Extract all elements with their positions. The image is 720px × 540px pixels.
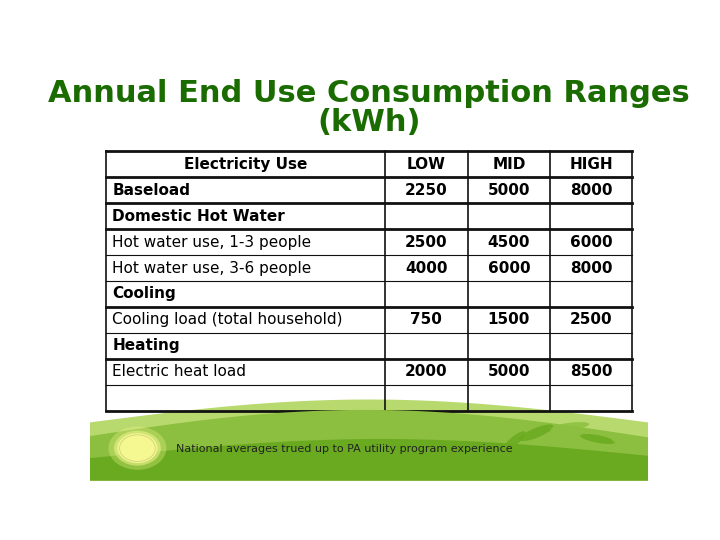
Text: Hot water use, 1-3 people: Hot water use, 1-3 people bbox=[112, 234, 312, 249]
Text: Electric heat load: Electric heat load bbox=[112, 364, 246, 379]
Text: Electricity Use: Electricity Use bbox=[184, 157, 307, 172]
Text: Hot water use, 3-6 people: Hot water use, 3-6 people bbox=[112, 260, 312, 275]
Text: 5000: 5000 bbox=[487, 183, 530, 198]
Text: MID: MID bbox=[492, 157, 526, 172]
Text: Baseload: Baseload bbox=[112, 183, 190, 198]
Text: 750: 750 bbox=[410, 313, 442, 327]
Circle shape bbox=[114, 431, 161, 465]
Text: 4000: 4000 bbox=[405, 260, 447, 275]
Text: Cooling: Cooling bbox=[112, 287, 176, 301]
Circle shape bbox=[120, 435, 156, 462]
Ellipse shape bbox=[519, 424, 554, 441]
Polygon shape bbox=[90, 400, 648, 481]
Text: 2250: 2250 bbox=[405, 183, 448, 198]
Text: 8500: 8500 bbox=[570, 364, 613, 379]
Text: 1500: 1500 bbox=[487, 313, 530, 327]
Text: 8000: 8000 bbox=[570, 260, 613, 275]
Text: 6000: 6000 bbox=[570, 234, 613, 249]
Text: Domestic Hot Water: Domestic Hot Water bbox=[112, 208, 285, 224]
Text: (kWh): (kWh) bbox=[318, 109, 420, 138]
Ellipse shape bbox=[503, 431, 526, 451]
Text: 2500: 2500 bbox=[405, 234, 447, 249]
Ellipse shape bbox=[580, 434, 616, 444]
Text: Heating: Heating bbox=[112, 339, 180, 353]
Text: Annual End Use Consumption Ranges: Annual End Use Consumption Ranges bbox=[48, 79, 690, 109]
Polygon shape bbox=[90, 439, 648, 481]
Ellipse shape bbox=[551, 422, 589, 431]
Text: 6000: 6000 bbox=[487, 260, 530, 275]
Ellipse shape bbox=[612, 437, 639, 453]
Text: Cooling load (total household): Cooling load (total household) bbox=[112, 313, 343, 327]
Circle shape bbox=[109, 427, 166, 470]
Text: 8000: 8000 bbox=[570, 183, 613, 198]
Polygon shape bbox=[90, 410, 648, 481]
Text: HIGH: HIGH bbox=[570, 157, 613, 172]
Circle shape bbox=[117, 433, 158, 463]
Text: LOW: LOW bbox=[407, 157, 446, 172]
Text: 4500: 4500 bbox=[487, 234, 530, 249]
Text: 2000: 2000 bbox=[405, 364, 447, 379]
Text: 5000: 5000 bbox=[487, 364, 530, 379]
Text: National averages trued up to PA utility program experience: National averages trued up to PA utility… bbox=[176, 443, 513, 454]
Text: 2500: 2500 bbox=[570, 313, 613, 327]
